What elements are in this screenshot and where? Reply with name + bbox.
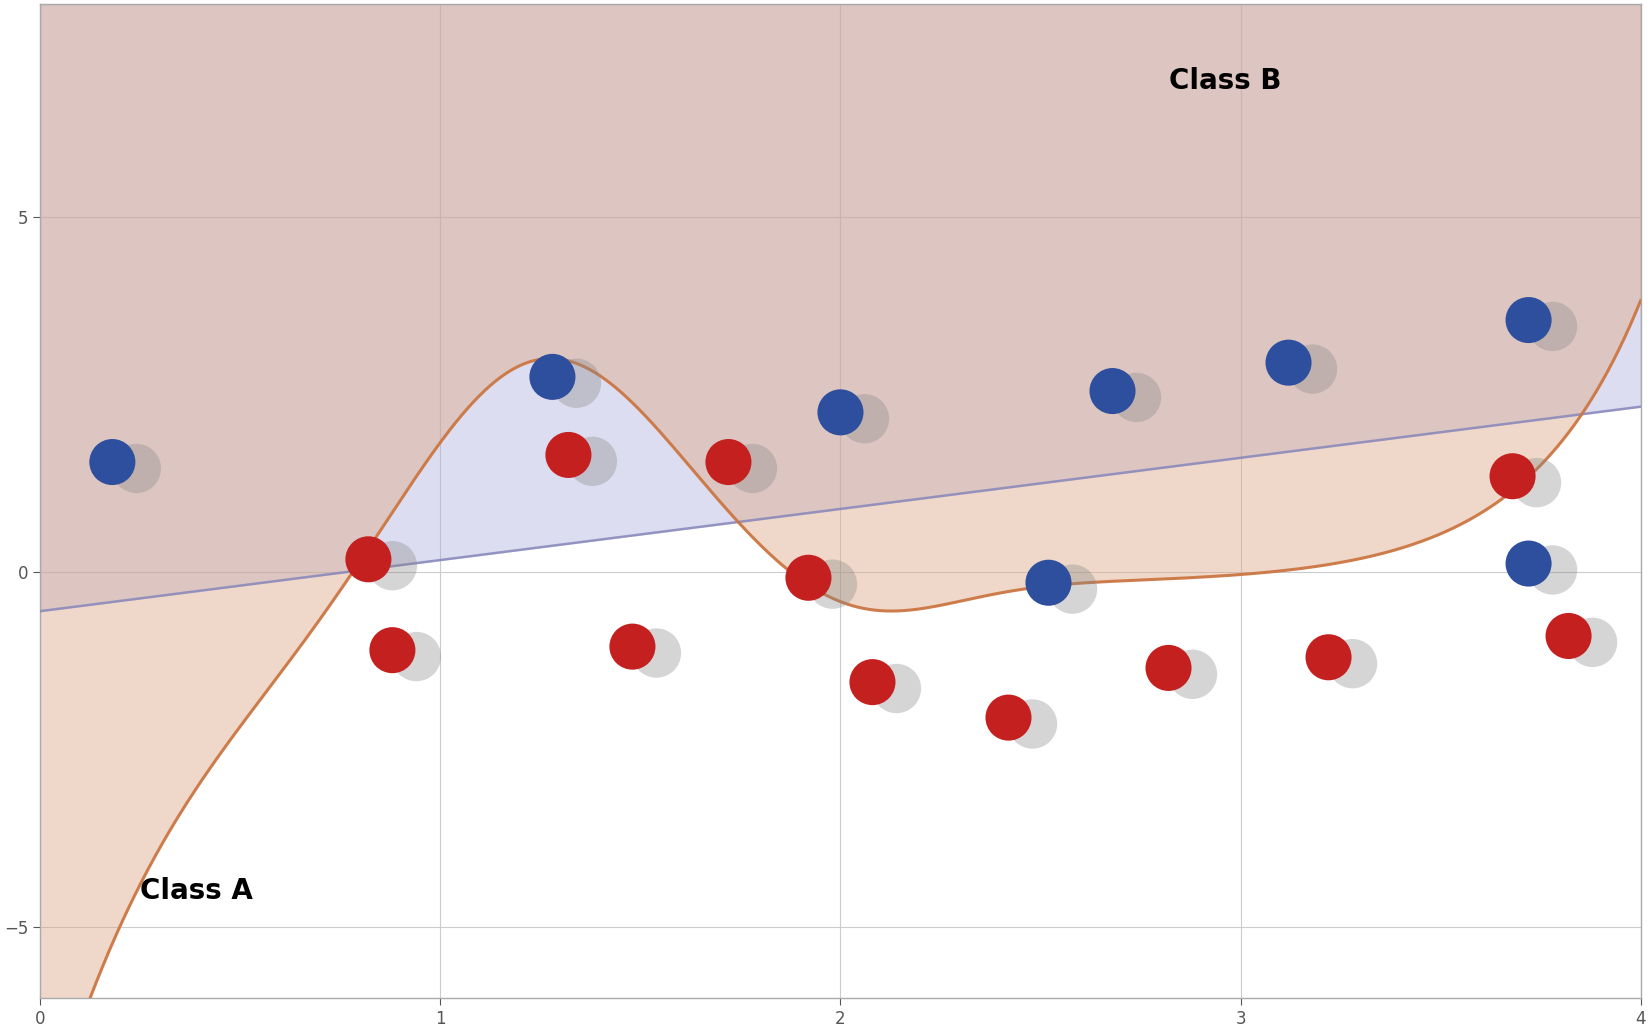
- Point: [883, 680, 909, 697]
- Point: [644, 645, 670, 662]
- Point: [739, 460, 766, 477]
- Point: [563, 375, 589, 391]
- Point: [1539, 561, 1566, 578]
- Point: [1579, 634, 1605, 650]
- Point: [1020, 716, 1046, 733]
- Point: [1315, 649, 1341, 666]
- Point: [380, 642, 406, 658]
- Text: Class B: Class B: [1168, 67, 1280, 95]
- Point: [1059, 581, 1086, 598]
- Point: [1180, 666, 1206, 682]
- Point: [99, 454, 125, 471]
- Point: [851, 411, 878, 427]
- Point: [1155, 659, 1181, 676]
- Point: [1515, 555, 1541, 572]
- Point: [714, 454, 741, 471]
- Point: [380, 557, 406, 574]
- Text: Class A: Class A: [140, 876, 252, 905]
- Point: [1500, 467, 1526, 484]
- Point: [1035, 575, 1061, 591]
- Point: [1275, 354, 1302, 370]
- Point: [1556, 627, 1582, 644]
- Point: [860, 674, 886, 690]
- Point: [403, 648, 429, 665]
- Point: [995, 709, 1021, 725]
- Point: [540, 368, 566, 385]
- Point: [1340, 655, 1366, 672]
- Point: [1099, 383, 1125, 399]
- Point: [1124, 389, 1150, 406]
- Point: [124, 460, 150, 477]
- Point: [820, 576, 846, 592]
- Point: [1299, 361, 1325, 378]
- Point: [795, 570, 822, 586]
- Point: [1539, 318, 1566, 334]
- Point: [355, 551, 381, 568]
- Point: [827, 405, 853, 421]
- Point: [556, 447, 582, 463]
- Point: [1523, 475, 1549, 491]
- Point: [619, 639, 645, 655]
- Point: [1515, 312, 1541, 328]
- Point: [579, 453, 606, 470]
